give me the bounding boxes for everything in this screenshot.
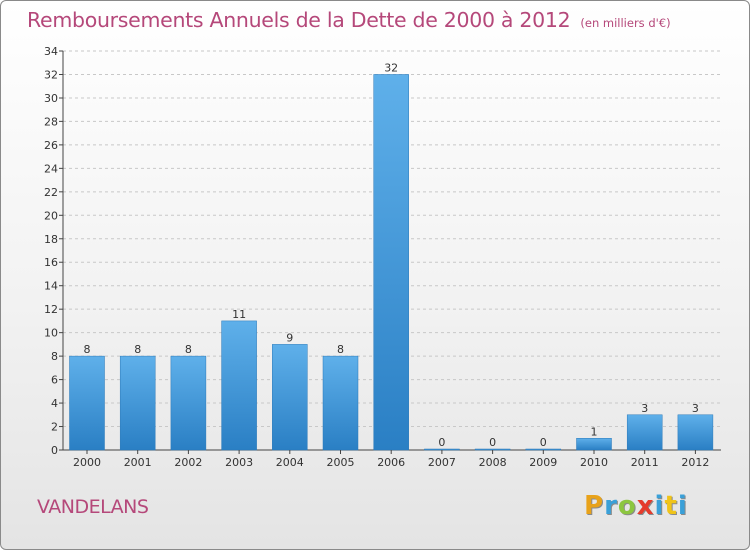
logo-letter: i	[677, 491, 688, 521]
x-tick-label: 2002	[174, 456, 202, 469]
proxiti-logo: Proxiti	[584, 491, 688, 521]
y-tick-label: 2	[51, 421, 58, 434]
x-tick-label: 2003	[225, 456, 253, 469]
bar	[626, 414, 663, 451]
y-tick-label: 6	[51, 374, 58, 387]
bar-value-label: 0	[540, 436, 547, 449]
x-tick-label: 2007	[428, 456, 456, 469]
y-tick-label: 22	[44, 186, 58, 199]
bar-value-label: 11	[232, 308, 246, 321]
x-tick-label: 2006	[377, 456, 405, 469]
bar	[373, 74, 409, 451]
bar-value-label: 0	[438, 436, 445, 449]
y-tick-label: 16	[44, 256, 58, 269]
logo-letter: i	[654, 491, 665, 521]
commune-name: VANDELANS	[37, 496, 149, 518]
y-tick-label: 18	[44, 233, 58, 246]
chart-unit-note: (en milliers d'€)	[580, 16, 671, 30]
logo-letter: o	[617, 491, 637, 521]
chart-title-text: Remboursements Annuels de la Dette de 20…	[27, 8, 571, 32]
bar	[119, 355, 156, 451]
y-tick-label: 0	[51, 444, 58, 457]
bar	[272, 344, 308, 451]
x-tick-label: 2008	[479, 456, 507, 469]
y-tick-label: 20	[44, 209, 58, 222]
bar-value-label: 3	[692, 402, 699, 415]
bar	[221, 320, 257, 451]
chart-title: Remboursements Annuels de la Dette de 20…	[27, 8, 671, 32]
bar	[677, 414, 714, 451]
logo-letter: x	[636, 491, 655, 521]
bar	[576, 438, 612, 451]
bar	[474, 448, 511, 451]
bar-value-label: 0	[489, 436, 496, 449]
bar-value-label: 8	[134, 343, 141, 356]
bar-value-label: 8	[185, 343, 192, 356]
y-tick-label: 30	[44, 92, 58, 105]
y-tick-label: 4	[51, 397, 58, 410]
logo-letter: t	[664, 491, 678, 521]
y-tick-label: 34	[44, 45, 58, 58]
x-tick-label: 2009	[529, 456, 557, 469]
bar	[170, 355, 207, 451]
bar-value-label: 3	[641, 402, 648, 415]
y-tick-label: 12	[44, 303, 58, 316]
y-tick-label: 14	[44, 280, 58, 293]
y-tick-label: 26	[44, 139, 58, 152]
x-tick-label: 2012	[681, 456, 709, 469]
bar-value-label: 8	[84, 343, 91, 356]
y-tick-label: 8	[51, 350, 58, 363]
x-tick-label: 2000	[73, 456, 101, 469]
x-tick-label: 2010	[580, 456, 608, 469]
x-tick-label: 2005	[327, 456, 355, 469]
bar-value-label: 1	[591, 425, 598, 438]
y-tick-label: 10	[44, 327, 58, 340]
x-tick-label: 2001	[124, 456, 152, 469]
y-tick-label: 28	[44, 115, 58, 128]
x-tick-label: 2011	[631, 456, 659, 469]
x-tick-label: 2004	[276, 456, 304, 469]
logo-letter: r	[604, 491, 618, 521]
logo-letter: P	[584, 491, 605, 521]
bar-value-label: 8	[337, 343, 344, 356]
bar-value-label: 32	[384, 61, 398, 74]
y-tick-label: 32	[44, 68, 58, 81]
bar	[69, 355, 105, 451]
bar	[322, 355, 359, 451]
bar	[424, 448, 460, 451]
bar-value-label: 9	[286, 331, 293, 344]
bar	[525, 448, 562, 451]
y-tick-label: 24	[44, 162, 58, 175]
